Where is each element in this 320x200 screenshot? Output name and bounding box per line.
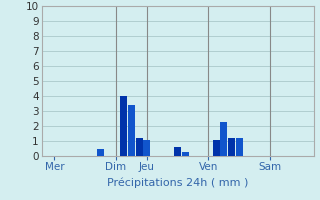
- Bar: [97, 148, 104, 156]
- Bar: [136, 138, 143, 156]
- X-axis label: Précipitations 24h ( mm ): Précipitations 24h ( mm ): [107, 177, 248, 188]
- Bar: [182, 152, 189, 156]
- Bar: [143, 140, 150, 156]
- Bar: [174, 147, 181, 156]
- Bar: [212, 140, 220, 156]
- Bar: [220, 121, 227, 156]
- Bar: [120, 96, 127, 156]
- Bar: [128, 105, 135, 156]
- Bar: [228, 138, 235, 156]
- Bar: [236, 138, 243, 156]
